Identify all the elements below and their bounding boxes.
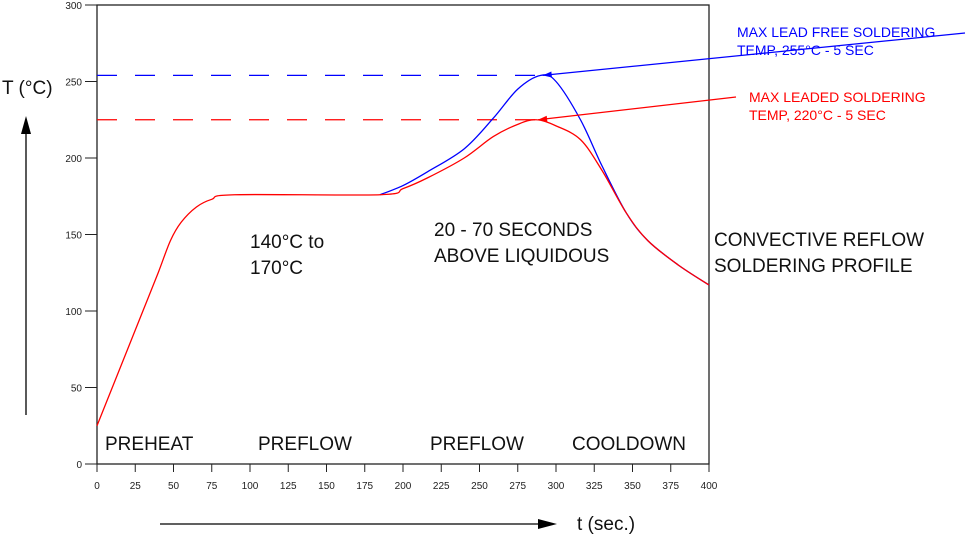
chart-title-line-1: CONVECTIVE REFLOW xyxy=(714,230,924,251)
y-axis-label: T (°C) xyxy=(2,78,53,99)
y-tick-label: 150 xyxy=(65,231,82,242)
lead-free-callout-arrow-head-icon xyxy=(542,71,552,78)
y-tick-label: 0 xyxy=(76,460,82,471)
plot-frame xyxy=(96,4,710,465)
x-axis-label: t (sec.) xyxy=(577,514,635,535)
leaded-callout-arrow-line xyxy=(538,96,737,121)
plateau-label-1: 140°C to xyxy=(250,232,324,253)
y-tick-label: 250 xyxy=(65,78,82,89)
phase-label-preflow-1: PREFLOW xyxy=(258,434,352,455)
y-tick-label: 100 xyxy=(65,307,82,318)
x-tick-label: 250 xyxy=(471,481,488,492)
x-tick-label: 75 xyxy=(206,481,218,492)
leaded-callout-arrow-head-icon xyxy=(538,115,548,122)
x-tick-label: 50 xyxy=(168,481,180,492)
liquidous-label-2: ABOVE LIQUIDOUS xyxy=(434,246,609,267)
lead-free-callout-arrow-line xyxy=(542,32,966,76)
x-tick-label: 0 xyxy=(94,481,100,492)
x-axis-arrowhead-icon xyxy=(538,519,557,529)
chart-title-line-2: SOLDERING PROFILE xyxy=(714,256,913,277)
x-tick-label: 150 xyxy=(318,481,335,492)
x-tick-label: 225 xyxy=(433,481,450,492)
phase-label-preheat: PREHEAT xyxy=(105,434,194,455)
leaded-label-2: TEMP, 220°C - 5 SEC xyxy=(749,107,886,123)
x-tick-label: 25 xyxy=(130,481,142,492)
leaded-profile-line xyxy=(96,119,710,426)
x-tick-label: 275 xyxy=(509,481,526,492)
y-tick-label: 50 xyxy=(71,384,83,395)
phase-label-preflow-2: PREFLOW xyxy=(430,434,524,455)
phase-label-cooldown: COOLDOWN xyxy=(572,434,686,455)
lead-free-label-2: TEMP, 255°C - 5 SEC xyxy=(737,42,874,58)
x-tick-label: 350 xyxy=(624,481,641,492)
x-tick-label: 325 xyxy=(586,481,603,492)
x-tick-label: 175 xyxy=(356,481,373,492)
x-tick-label: 200 xyxy=(395,481,412,492)
y-axis-arrowhead-icon xyxy=(21,116,31,134)
x-tick-label: 375 xyxy=(662,481,679,492)
x-tick-label: 100 xyxy=(242,481,259,492)
liquidous-label-1: 20 - 70 SECONDS xyxy=(434,220,592,241)
leaded-label-1: MAX LEADED SOLDERING xyxy=(749,89,926,105)
x-tick-label: 400 xyxy=(701,481,718,492)
x-tick-label: 125 xyxy=(280,481,297,492)
y-tick-label: 300 xyxy=(65,1,82,12)
y-tick-label: 200 xyxy=(65,154,82,165)
lead-free-label-1: MAX LEAD FREE SOLDERING xyxy=(737,24,935,40)
plateau-label-2: 170°C xyxy=(250,258,303,279)
x-tick-label: 300 xyxy=(548,481,565,492)
